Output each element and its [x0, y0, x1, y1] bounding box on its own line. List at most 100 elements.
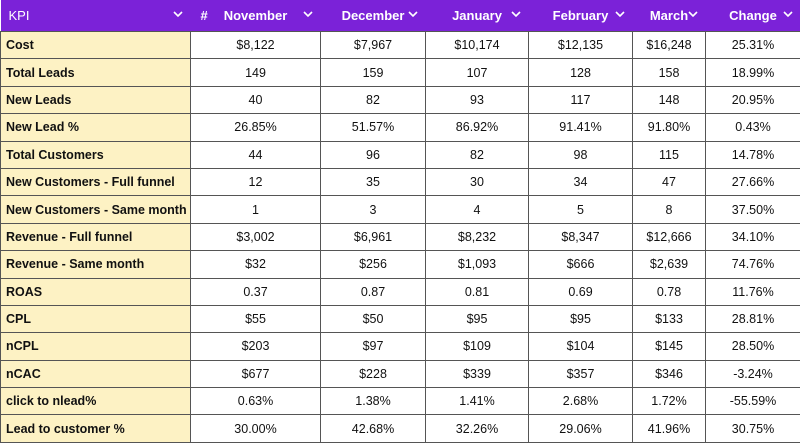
header-cell[interactable]: January: [426, 0, 529, 32]
value-cell: 107: [426, 59, 529, 86]
value-cell: $3,002: [191, 223, 321, 250]
kpi-label: Total Leads: [1, 59, 191, 86]
kpi-label: Cost: [1, 32, 191, 59]
kpi-label: ROAS: [1, 278, 191, 305]
value-cell: 14.78%: [706, 141, 800, 168]
value-cell: $8,347: [529, 223, 633, 250]
value-cell: $55: [191, 305, 321, 332]
value-cell: 1.72%: [633, 388, 706, 415]
header-cell[interactable]: KPI: [1, 0, 191, 32]
value-cell: -3.24%: [706, 360, 800, 387]
value-cell: 42.68%: [321, 415, 426, 442]
value-cell: 128: [529, 59, 633, 86]
value-cell: $12,666: [633, 223, 706, 250]
value-cell: 0.81: [426, 278, 529, 305]
value-cell: 0.69: [529, 278, 633, 305]
dropdown-icon: [173, 11, 183, 18]
value-cell: 0.43%: [706, 114, 800, 141]
value-cell: 5: [529, 196, 633, 223]
value-cell: $95: [426, 305, 529, 332]
value-cell: $256: [321, 251, 426, 278]
value-cell: 115: [633, 141, 706, 168]
value-cell: 1.41%: [426, 388, 529, 415]
value-cell: 44: [191, 141, 321, 168]
kpi-label: New Lead %: [1, 114, 191, 141]
value-cell: $6,961: [321, 223, 426, 250]
dropdown-icon: [511, 11, 521, 18]
header-cell[interactable]: December: [321, 0, 426, 32]
value-cell: 93: [426, 86, 529, 113]
value-cell: $109: [426, 333, 529, 360]
value-cell: $145: [633, 333, 706, 360]
value-cell: 82: [426, 141, 529, 168]
value-cell: 30.75%: [706, 415, 800, 442]
value-cell: 96: [321, 141, 426, 168]
value-cell: 30.00%: [191, 415, 321, 442]
value-cell: 91.41%: [529, 114, 633, 141]
dropdown-icon: [688, 11, 698, 18]
header-text: February: [553, 8, 609, 23]
value-cell: 1.38%: [321, 388, 426, 415]
value-cell: 0.37: [191, 278, 321, 305]
value-cell: 86.92%: [426, 114, 529, 141]
kpi-label: New Customers - Same month: [1, 196, 191, 223]
kpi-label: CPL: [1, 305, 191, 332]
value-cell: 98: [529, 141, 633, 168]
kpi-label: nCPL: [1, 333, 191, 360]
table-row: nCAC$677$228$339$357$346-3.24%: [1, 360, 800, 387]
value-cell: $97: [321, 333, 426, 360]
kpi-label: click to nlead%: [1, 388, 191, 415]
value-cell: 47: [633, 168, 706, 195]
value-cell: 8: [633, 196, 706, 223]
value-cell: 29.06%: [529, 415, 633, 442]
value-cell: 30: [426, 168, 529, 195]
value-cell: $16,248: [633, 32, 706, 59]
value-cell: $677: [191, 360, 321, 387]
kpi-label: New Leads: [1, 86, 191, 113]
kpi-label: Total Customers: [1, 141, 191, 168]
kpi-label: New Customers - Full funnel: [1, 168, 191, 195]
header-cell[interactable]: Change: [706, 0, 800, 32]
value-cell: $8,122: [191, 32, 321, 59]
value-cell: 2.68%: [529, 388, 633, 415]
value-cell: 0.78: [633, 278, 706, 305]
value-cell: $203: [191, 333, 321, 360]
value-cell: 12: [191, 168, 321, 195]
value-cell: 117: [529, 86, 633, 113]
value-cell: 159: [321, 59, 426, 86]
header-cell[interactable]: #November: [191, 0, 321, 32]
value-cell: 35: [321, 168, 426, 195]
header-text: March: [650, 8, 688, 23]
value-cell: 40: [191, 86, 321, 113]
value-cell: 27.66%: [706, 168, 800, 195]
value-cell: $12,135: [529, 32, 633, 59]
header-text: November: [224, 8, 288, 23]
header-text: January: [452, 8, 502, 23]
value-cell: $2,639: [633, 251, 706, 278]
value-cell: $32: [191, 251, 321, 278]
header-cell[interactable]: February: [529, 0, 633, 32]
value-cell: $8,232: [426, 223, 529, 250]
table-row: Revenue - Full funnel$3,002$6,961$8,232$…: [1, 223, 800, 250]
value-cell: $104: [529, 333, 633, 360]
value-cell: 28.50%: [706, 333, 800, 360]
value-cell: 20.95%: [706, 86, 800, 113]
value-cell: 74.76%: [706, 251, 800, 278]
header-cell[interactable]: March: [633, 0, 706, 32]
dropdown-icon: [303, 11, 313, 18]
value-cell: 26.85%: [191, 114, 321, 141]
value-cell: $666: [529, 251, 633, 278]
value-cell: -55.59%: [706, 388, 800, 415]
value-cell: 3: [321, 196, 426, 223]
kpi-label: nCAC: [1, 360, 191, 387]
table-row: Lead to customer %30.00%42.68%32.26%29.0…: [1, 415, 800, 442]
value-cell: 0.87: [321, 278, 426, 305]
